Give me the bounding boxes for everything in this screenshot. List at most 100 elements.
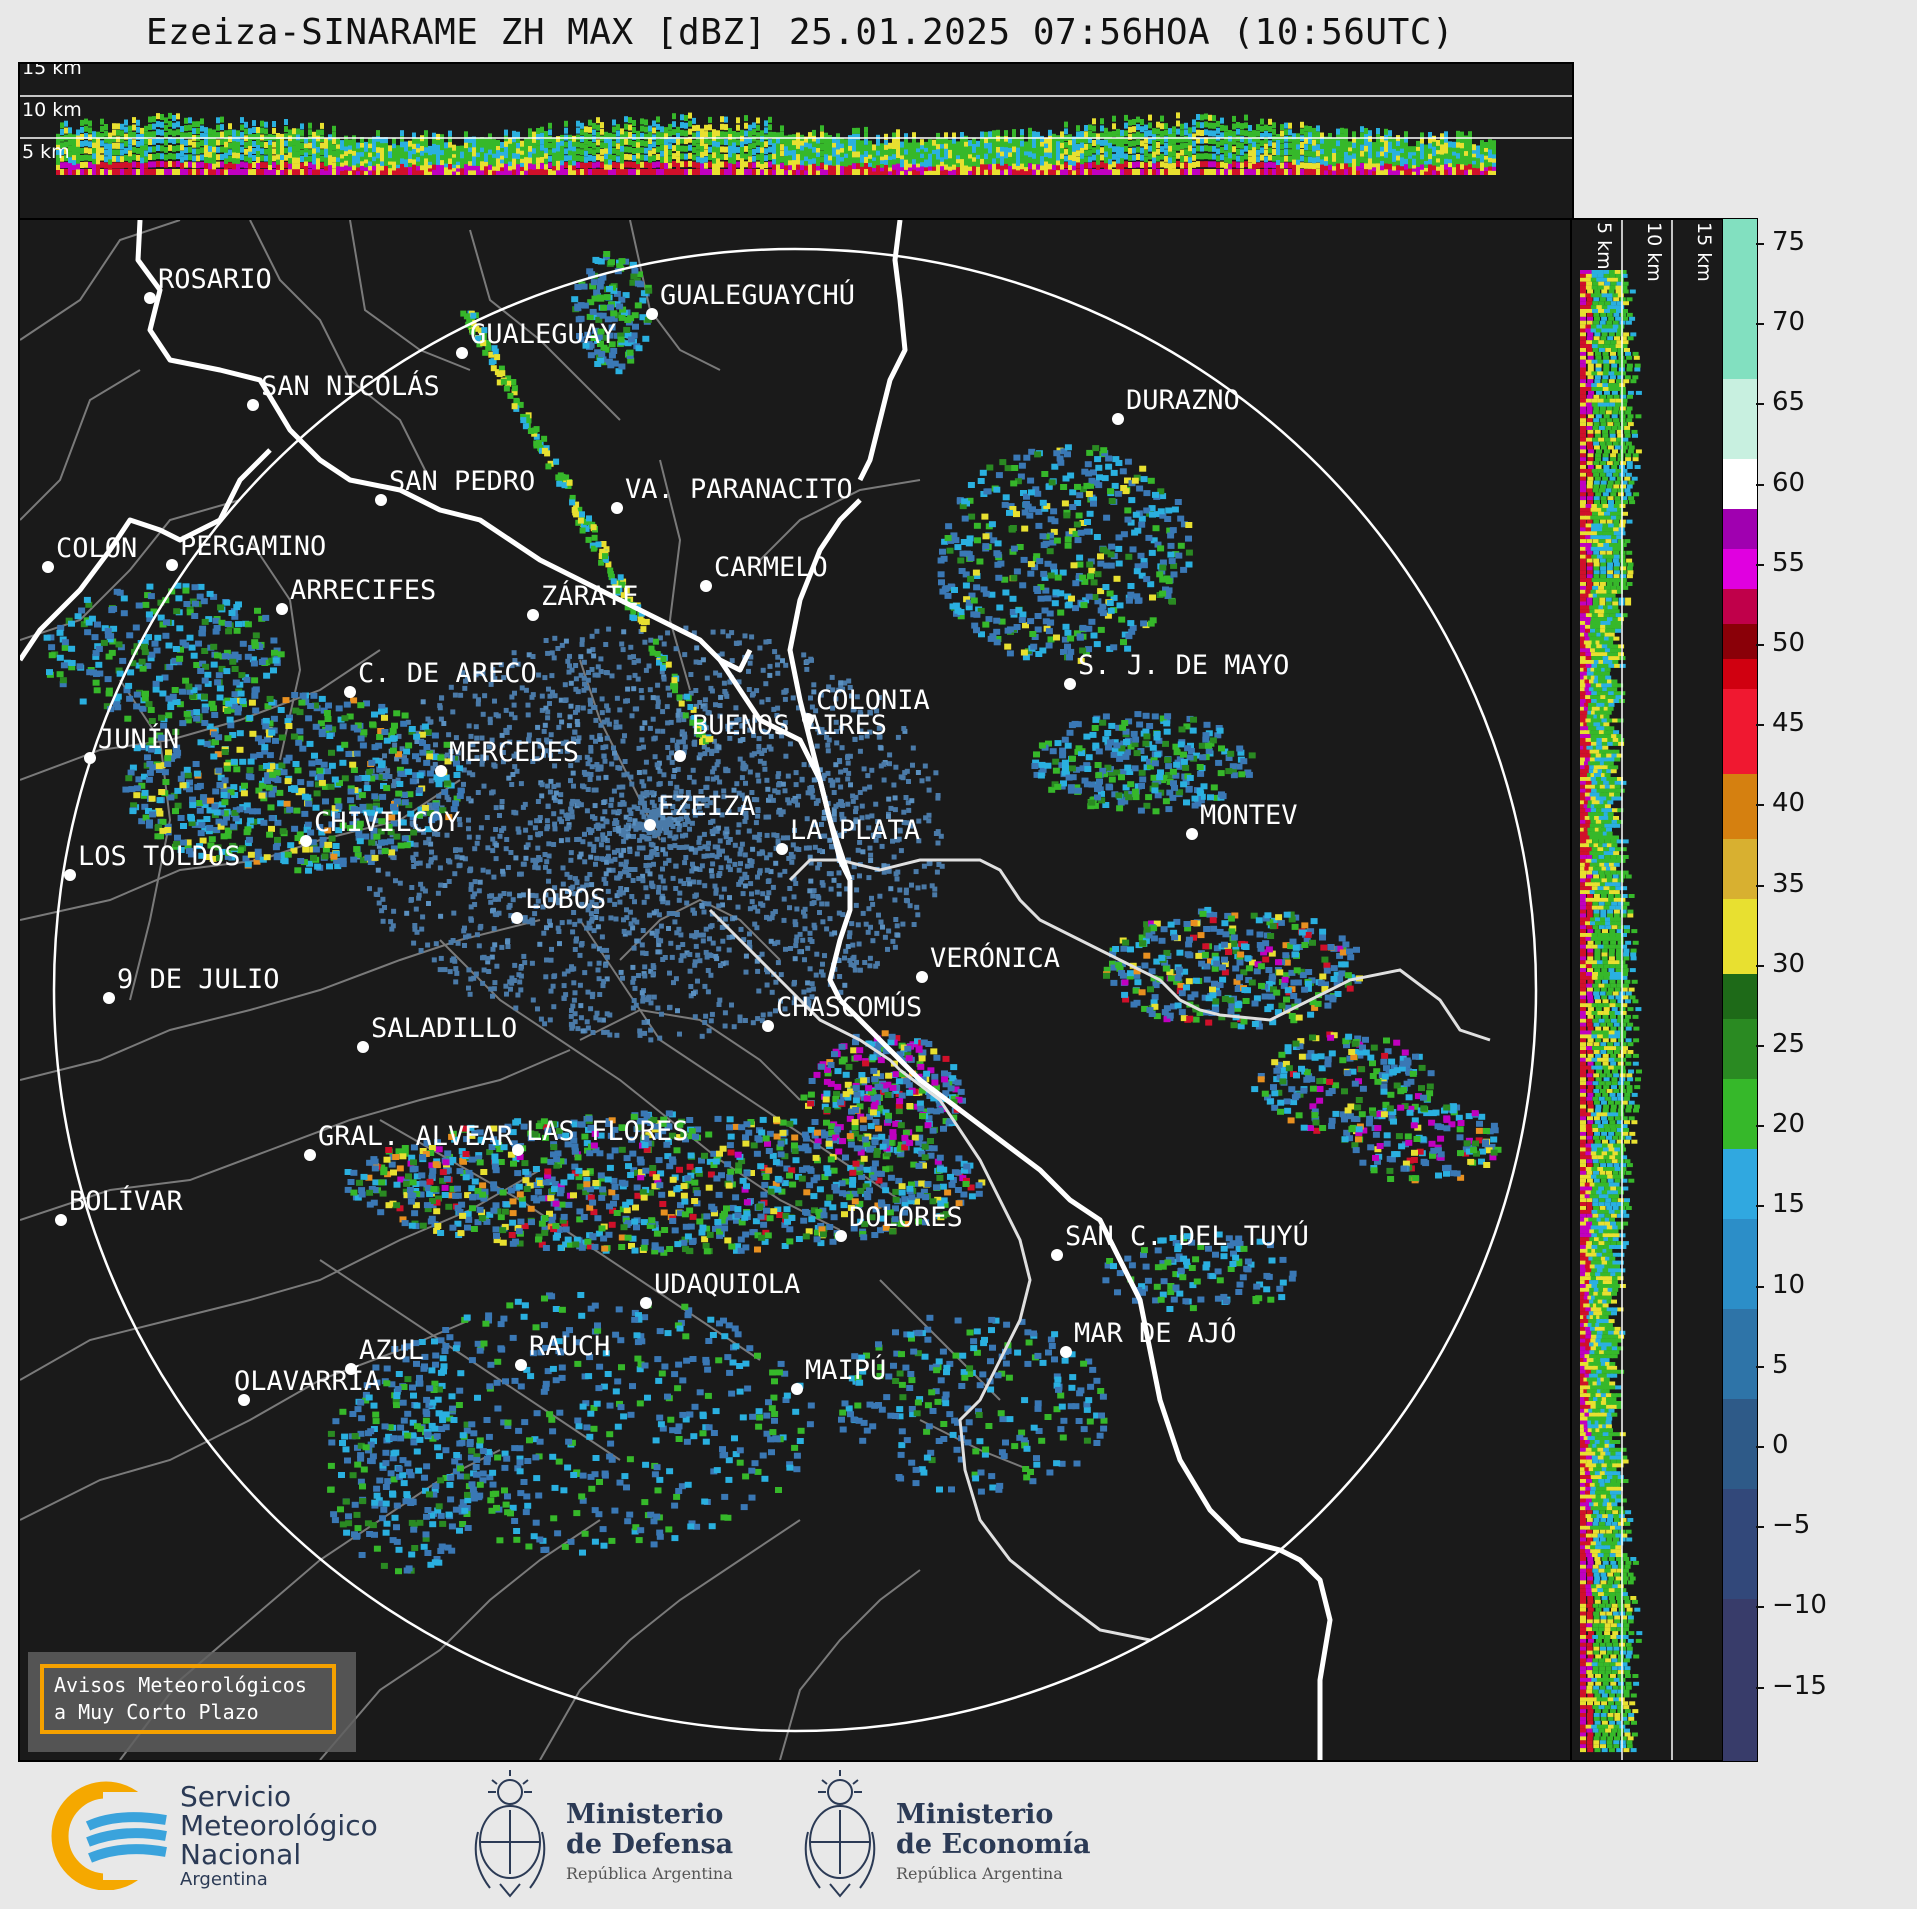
echo-cell (828, 144, 832, 151)
echo-cell (660, 957, 666, 962)
echo-cell (1384, 163, 1388, 170)
echo-cell (667, 833, 673, 839)
echo-cell (1264, 156, 1268, 163)
echo-cell (648, 637, 654, 643)
echo-cell (1136, 169, 1140, 175)
echo-cell (1348, 149, 1352, 156)
echo-cell (1096, 153, 1100, 160)
echo-cell (1248, 162, 1252, 169)
echo-cell (1448, 161, 1452, 168)
echo-cell (530, 997, 536, 1003)
echo-cell (857, 790, 863, 795)
echo-cell (280, 154, 284, 160)
echo-cell (132, 161, 136, 168)
echo-cell (1208, 114, 1212, 121)
echo-cell (1220, 154, 1224, 161)
echo-cell (413, 851, 419, 857)
echo-cell (864, 138, 868, 145)
echo-cell (1108, 147, 1112, 154)
echo-cell (712, 140, 716, 147)
echo-cell (1260, 133, 1264, 139)
echo-cell (652, 120, 656, 127)
echo-cell (684, 169, 688, 175)
echo-cell (780, 125, 784, 132)
echo-cell (516, 153, 520, 159)
echo-cell (666, 755, 672, 761)
echo-cell (671, 817, 677, 823)
echo-cell (536, 672, 542, 678)
echo-cell (808, 153, 812, 160)
echo-cell (776, 142, 780, 149)
echo-cell (1460, 169, 1464, 175)
echo-cell (1328, 169, 1332, 175)
echo-cell (160, 161, 164, 168)
echo-cell (895, 932, 901, 938)
echo-cell (1400, 160, 1404, 167)
echo-cell (740, 129, 744, 136)
echo-cell (1476, 162, 1480, 169)
echo-cell (611, 809, 617, 815)
echo-cell (744, 130, 748, 137)
echo-cell (308, 135, 312, 142)
echo-cell (670, 737, 676, 743)
echo-cell (615, 825, 621, 831)
echo-cell (840, 164, 844, 171)
echo-cell (581, 886, 586, 892)
echo-cell (1100, 147, 1104, 154)
echo-cell (1376, 169, 1380, 175)
echo-cell (1476, 155, 1480, 162)
echo-cell (822, 953, 827, 959)
echo-cell (1252, 130, 1256, 137)
echo-cell (588, 830, 593, 836)
echo-cell (1296, 138, 1300, 145)
echo-cell (795, 802, 800, 808)
echo-cell (842, 982, 848, 988)
echo-cell (536, 139, 540, 146)
echo-cell (932, 169, 936, 175)
echo-cell (1280, 143, 1284, 150)
echo-cell (653, 933, 659, 938)
echo-cell (1352, 131, 1356, 138)
echo-cell (864, 132, 868, 139)
echo-cell (992, 163, 996, 170)
echo-cell (112, 136, 116, 143)
echo-cell (652, 148, 656, 155)
echo-cell (816, 169, 820, 175)
echo-cell (556, 140, 560, 147)
echo-cell (156, 169, 160, 175)
echo-cell (492, 139, 496, 146)
echo-cell (589, 764, 595, 770)
echo-cell (172, 138, 176, 145)
echo-cell (901, 820, 907, 825)
echo-cell (1112, 123, 1116, 130)
echo-cell (768, 938, 774, 944)
echo-cell (1464, 169, 1468, 175)
echo-cell (984, 137, 988, 144)
echo-cell (608, 915, 614, 921)
echo-cell (355, 794, 361, 800)
echo-cell (968, 156, 972, 163)
echo-cell (776, 782, 782, 788)
echo-cell (472, 159, 476, 166)
echo-cell (1352, 163, 1356, 170)
echo-cell (468, 866, 474, 872)
echo-cell (497, 833, 503, 839)
echo-cell (604, 137, 608, 144)
echo-cell (587, 708, 593, 714)
echo-cell (944, 153, 948, 160)
echo-cell (763, 814, 769, 820)
echo-cell (1064, 169, 1068, 175)
echo-cell (144, 138, 148, 145)
echo-cell (824, 734, 830, 740)
echo-cell (992, 146, 996, 153)
echo-cell (1184, 169, 1188, 175)
echo-cell (491, 907, 496, 913)
echo-cell (440, 169, 444, 175)
echo-cell (544, 131, 548, 137)
echo-cell (588, 147, 592, 154)
echo-cell (869, 813, 875, 819)
echo-cell (856, 133, 860, 140)
echo-cell (1372, 161, 1376, 168)
echo-cell (482, 693, 488, 699)
echo-cell (593, 1015, 599, 1021)
